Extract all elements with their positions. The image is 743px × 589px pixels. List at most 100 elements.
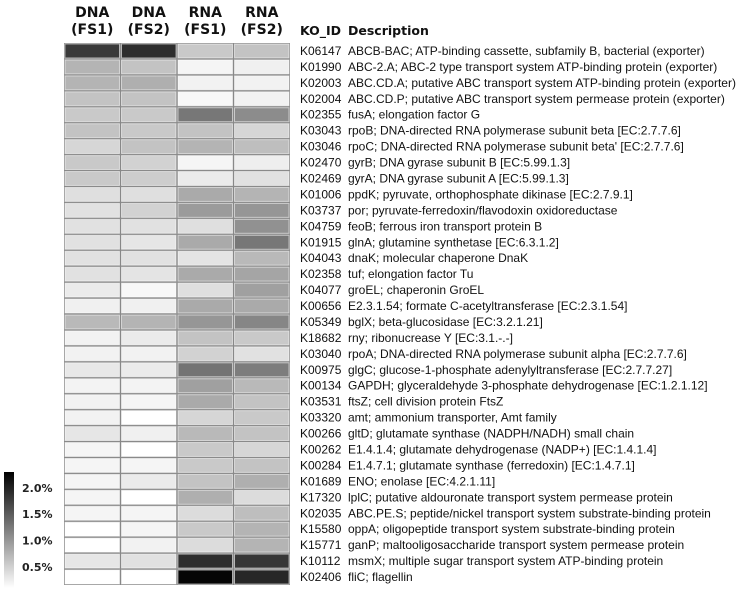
heatmap-cell: [177, 346, 233, 362]
heatmap-cell: [121, 330, 177, 346]
heatmap-cell: [177, 171, 233, 186]
row-description: E1.4.1.4; glutamate dehydrogenase (NADP+…: [348, 443, 657, 457]
row-ko-id: K01689: [300, 474, 342, 488]
row-ko-id: K02470: [300, 156, 342, 170]
heatmap-cell: [64, 442, 120, 457]
heatmap-cell: [234, 139, 290, 155]
row-ko-id: K02358: [300, 267, 342, 281]
heatmap-cell: [64, 521, 120, 537]
heatmap-cell: [64, 43, 120, 59]
column-header-line2: (FS1): [71, 22, 113, 38]
heatmap-cell: [234, 234, 290, 250]
row-description: rny; ribonucrease Y [EC:3.1.-.-]: [348, 331, 513, 345]
heatmap-cell: [177, 473, 233, 489]
row-ko-id: K03320: [300, 411, 342, 425]
description-header: Description: [348, 23, 429, 38]
row-ko-id: K04759: [300, 219, 342, 233]
column-header-line1: RNA: [189, 5, 222, 21]
row-labels: K06147 ABCB-BAC; ATP-binding cassette, su…: [300, 44, 736, 584]
heatmap-cell: [177, 489, 233, 505]
heatmap-cell: [234, 186, 290, 202]
row-description: ABC.PE.S; peptide/nickel transport syste…: [348, 506, 711, 520]
heatmap-cell: [234, 473, 290, 489]
row-ko-id: K10112: [300, 554, 341, 568]
heatmap-cell: [121, 75, 177, 91]
heatmap-cell: [121, 59, 177, 75]
heatmap-cell: [121, 489, 177, 505]
heatmap-cell: [177, 426, 233, 442]
row-ko-id: K04043: [300, 251, 342, 265]
heatmap-cell: [121, 234, 177, 250]
heatmap-cell: [64, 298, 120, 314]
row-ko-id: K03040: [300, 347, 342, 361]
column-header-line2: (FS2): [241, 22, 283, 38]
heatmap-cell: [177, 282, 233, 298]
column-header-line2: (FS1): [184, 22, 226, 38]
heatmap-cell: [234, 107, 290, 123]
heatmap-cell: [234, 378, 290, 394]
heatmap-cell: [234, 91, 290, 107]
heatmap-cell: [64, 569, 120, 585]
heatmap-cell: [64, 186, 120, 202]
heatmap-cell: [234, 457, 290, 473]
row-description: por; pyruvate-ferredoxin/flavodoxin oxid…: [348, 203, 618, 217]
row-description: msmX; multiple sugar transport system AT…: [348, 554, 663, 568]
row-ko-id: K01990: [300, 60, 342, 74]
heatmap-cell: [234, 410, 290, 426]
row-description: feoB; ferrous iron transport protein B: [348, 219, 542, 233]
row-ko-id: K01915: [300, 235, 342, 249]
heatmap-cell: [121, 537, 177, 553]
heatmap-cell: [177, 234, 233, 250]
row-description: gltD; glutamate synthase (NADPH/NADH) sm…: [348, 427, 634, 441]
heatmap-cell: [121, 123, 177, 139]
heatmap-cell: [177, 155, 233, 171]
heatmap-cell: [234, 362, 290, 378]
heatmap-cell: [64, 282, 120, 298]
heatmap-cell: [234, 123, 290, 139]
heatmap-cell: [64, 537, 120, 553]
heatmap-cell: [64, 489, 120, 505]
heatmap-cell: [177, 569, 233, 585]
row-ko-id: K18682: [300, 331, 342, 345]
row-description: gyrA; DNA gyrase subunit A [EC:5.99.1.3]: [348, 172, 569, 186]
row-ko-id: K15771: [300, 538, 342, 552]
row-description: glgC; glucose-1-phosphate adenylyltransf…: [348, 363, 672, 377]
row-description: bglX; beta-glucosidase [EC:3.2.1.21]: [348, 315, 543, 329]
column-headers: DNA(FS1)DNA(FS2)RNA(FS1)RNA(FS2): [71, 5, 283, 38]
row-ko-id: K04077: [300, 283, 342, 297]
row-ko-id: K03043: [300, 124, 342, 138]
heatmap-cell: [177, 123, 233, 139]
row-description: GAPDH; glyceraldehyde 3-phosphate dehydr…: [348, 379, 708, 393]
heatmap-cell: [234, 282, 290, 298]
heatmap-cell: [177, 59, 233, 75]
heatmap-cell: [64, 266, 120, 282]
colorbar-ticks: 2.0% 1.5% 1.0% 0.5%: [22, 482, 53, 574]
heatmap-cell: [121, 505, 177, 521]
heatmap-cell: [121, 362, 177, 378]
row-ko-id: K00262: [300, 443, 342, 457]
heatmap-cell: [64, 123, 120, 139]
heatmap-cell: [121, 91, 177, 107]
column-header-line1: RNA: [245, 5, 278, 21]
heatmap-cell: [121, 186, 177, 202]
heatmap-cell: [177, 442, 233, 457]
heatmap-cell: [177, 218, 233, 234]
heatmap-cell: [64, 59, 120, 75]
row-description: fusA; elongation factor G: [348, 108, 480, 122]
heatmap-cell: [121, 218, 177, 234]
row-description: rpoB; DNA-directed RNA polymerase subuni…: [348, 124, 681, 138]
row-description: E2.3.1.54; formate C-acetyltransferase […: [348, 299, 627, 313]
row-description: ABC-2.A; ABC-2 type transport system ATP…: [348, 60, 717, 74]
row-description: ABC.CD.A; putative ABC transport system …: [348, 76, 736, 90]
heatmap-cell: [121, 442, 177, 457]
heatmap-cell: [64, 171, 120, 186]
row-ko-id: K03046: [300, 140, 342, 154]
row-description: E1.4.7.1; glutamate synthase (ferredoxin…: [348, 458, 635, 472]
row-ko-id: K03531: [300, 395, 342, 409]
heatmap-cell: [64, 473, 120, 489]
heatmap-cell: [177, 139, 233, 155]
heatmap-cell: [121, 553, 177, 569]
heatmap-cell: [177, 537, 233, 553]
heatmap-cell: [177, 457, 233, 473]
row-description: fliC; flagellin: [348, 570, 413, 584]
